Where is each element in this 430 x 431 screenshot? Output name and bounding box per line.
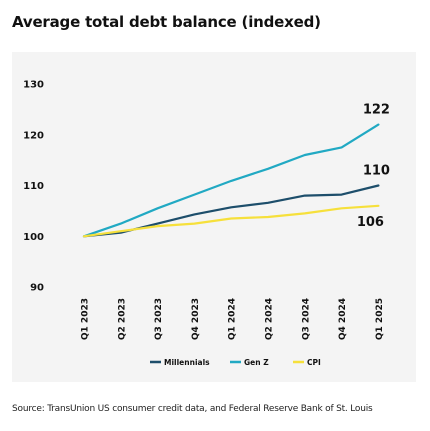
series-line-millennials bbox=[82, 184, 380, 238]
y-tick-label: 100 bbox=[23, 232, 44, 243]
chart-panel bbox=[12, 52, 416, 382]
series-line-gen-z bbox=[82, 123, 380, 238]
y-tick-label: 110 bbox=[23, 181, 44, 192]
x-tick-label: Q2 2024 bbox=[265, 298, 275, 340]
x-tick-label: Q2 2023 bbox=[117, 298, 127, 340]
end-value-label: 110 bbox=[363, 164, 390, 179]
x-tick-label: Q1 2024 bbox=[228, 298, 238, 340]
x-tick-label: Q3 2023 bbox=[154, 298, 164, 340]
x-tick-label: Q4 2024 bbox=[338, 298, 348, 340]
x-tick-label: Q4 2023 bbox=[191, 298, 201, 340]
x-tick-label: Q3 2024 bbox=[301, 298, 311, 340]
x-tick-label: Q1 2023 bbox=[81, 298, 91, 340]
chart-title: Average total debt balance (indexed) bbox=[12, 13, 321, 31]
end-value-label: 106 bbox=[357, 215, 384, 230]
source-note: Source: TransUnion US consumer credit da… bbox=[12, 404, 373, 414]
y-tick-label: 120 bbox=[23, 130, 44, 141]
end-value-label: 122 bbox=[363, 103, 390, 118]
x-tick-label: Q1 2025 bbox=[375, 298, 385, 340]
y-tick-label: 130 bbox=[23, 80, 44, 91]
y-tick-label: 90 bbox=[30, 283, 44, 294]
legend-label: Gen Z bbox=[244, 358, 269, 367]
legend-label: Millennials bbox=[164, 358, 210, 367]
legend-label: CPI bbox=[307, 358, 321, 367]
series-line-cpi bbox=[82, 204, 380, 238]
